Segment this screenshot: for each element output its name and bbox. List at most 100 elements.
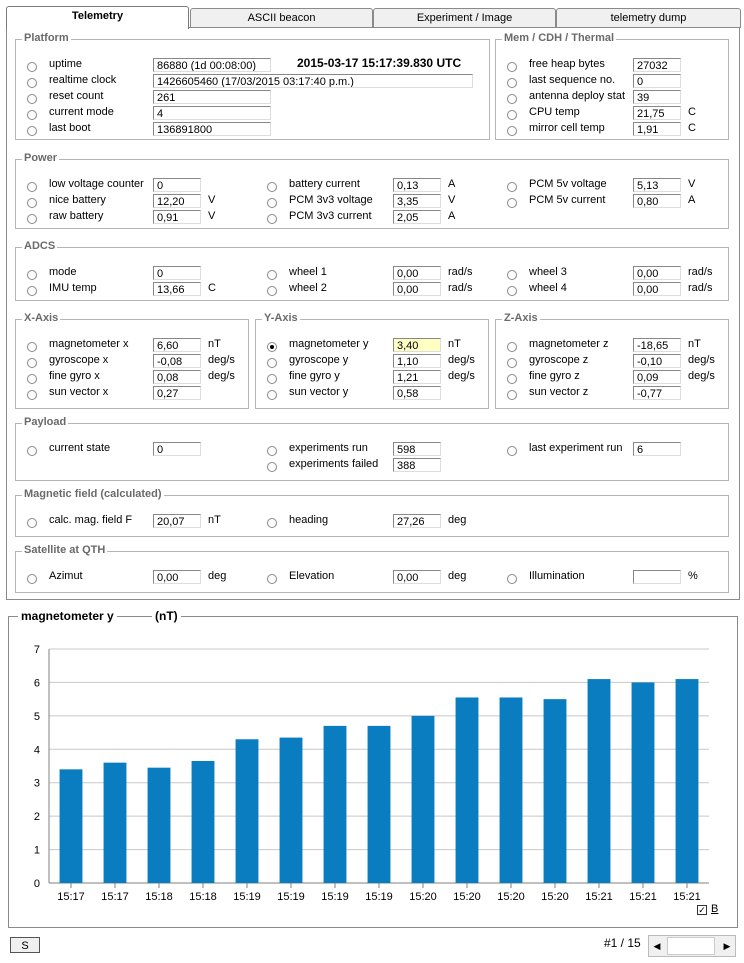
- value-wheel-4: 0,00: [633, 282, 681, 296]
- label-adcs-mode: mode: [49, 266, 77, 278]
- adcs-group: ADCS mode 0 IMU temp 13,66 C wheel 1 0,0…: [15, 240, 729, 301]
- radio-pcm-3v3-voltage[interactable]: [267, 198, 277, 208]
- unit-wheel-1: rad/s: [448, 266, 473, 278]
- tab-telemetry-dump[interactable]: telemetry dump: [556, 8, 741, 28]
- y-tick-label: 7: [34, 644, 40, 656]
- radio-azimut[interactable]: [27, 574, 37, 584]
- radio-sun-vector-x[interactable]: [27, 390, 37, 400]
- value-gyroscope-x: -0,08: [153, 354, 201, 368]
- value-sun-vector-x: 0,27: [153, 386, 201, 400]
- value-raw-battery: 0,91: [153, 210, 201, 224]
- radio-wheel-4[interactable]: [507, 286, 517, 296]
- radio-nice-battery[interactable]: [27, 198, 37, 208]
- unit-mirror-cell-temp: C: [688, 122, 696, 134]
- value-experiments-failed: 388: [393, 458, 441, 472]
- label-current-mode: current mode: [49, 106, 114, 118]
- radio-magnetometer-x[interactable]: [27, 342, 37, 352]
- group-title: X-Axis: [22, 312, 61, 324]
- show-bars-checkbox[interactable]: ✓: [697, 905, 707, 915]
- chart-unit: (nT): [152, 609, 181, 623]
- radio-current-mode[interactable]: [27, 110, 37, 120]
- radio-adcs-mode[interactable]: [27, 270, 37, 280]
- value-uptime: 86880 (1d 00:08:00): [153, 58, 271, 72]
- bar: [279, 737, 303, 883]
- page-scrollbar[interactable]: ◀ ▶: [648, 935, 736, 957]
- radio-gyroscope-y[interactable]: [267, 358, 277, 368]
- unit-wheel-4: rad/s: [688, 282, 713, 294]
- radio-current-state[interactable]: [27, 446, 37, 456]
- unit-gyroscope-z: deg/s: [688, 354, 715, 366]
- label-wheel-3: wheel 3: [529, 266, 567, 278]
- radio-experiments-run[interactable]: [267, 446, 277, 456]
- platform-group: Platform 2015-03-17 15:17:39.830 UTC upt…: [15, 32, 490, 140]
- radio-reset-count[interactable]: [27, 94, 37, 104]
- radio-mirror-cell-temp[interactable]: [507, 126, 517, 136]
- bar: [411, 715, 435, 883]
- qth-group: Satellite at QTH Azimut 0,00 deg Elevati…: [15, 544, 729, 593]
- radio-magnetometer-z[interactable]: [507, 342, 517, 352]
- radio-magnetometer-y[interactable]: [267, 342, 277, 352]
- label-calc-mag-field: calc. mag. field F: [49, 514, 133, 526]
- value-wheel-3: 0,00: [633, 266, 681, 280]
- radio-fine-gyro-x[interactable]: [27, 374, 37, 384]
- radio-raw-battery[interactable]: [27, 214, 37, 224]
- radio-fine-gyro-y[interactable]: [267, 374, 277, 384]
- label-reset-count: reset count: [49, 90, 104, 102]
- radio-gyroscope-z[interactable]: [507, 358, 517, 368]
- value-gyroscope-z: -0,10: [633, 354, 681, 368]
- radio-elevation[interactable]: [267, 574, 277, 584]
- y-tick-label: 4: [34, 744, 40, 756]
- x-tick-label: 15:21: [629, 891, 657, 903]
- s-button[interactable]: S: [10, 937, 40, 953]
- radio-sun-vector-y[interactable]: [267, 390, 277, 400]
- radio-imu-temp[interactable]: [27, 286, 37, 296]
- radio-realtime-clock[interactable]: [27, 78, 37, 88]
- tab-telemetry[interactable]: Telemetry: [6, 6, 189, 29]
- radio-illumination[interactable]: [507, 574, 517, 584]
- radio-sun-vector-z[interactable]: [507, 390, 517, 400]
- radio-heading[interactable]: [267, 518, 277, 528]
- bar: [499, 697, 523, 883]
- tab-experiment-image[interactable]: Experiment / Image: [373, 8, 556, 28]
- scroll-right-icon[interactable]: ▶: [723, 941, 731, 951]
- scroll-left-icon[interactable]: ◀: [653, 941, 661, 951]
- value-magnetometer-x: 6,60: [153, 338, 201, 352]
- radio-last-sequence[interactable]: [507, 78, 517, 88]
- label-last-sequence: last sequence no.: [529, 74, 616, 86]
- radio-wheel-3[interactable]: [507, 270, 517, 280]
- radio-cpu-temp[interactable]: [507, 110, 517, 120]
- tab-ascii-beacon[interactable]: ASCII beacon: [190, 8, 373, 28]
- radio-battery-current[interactable]: [267, 182, 277, 192]
- radio-antenna-deploy[interactable]: [507, 94, 517, 104]
- x-tick-label: 15:20: [541, 891, 569, 903]
- radio-uptime[interactable]: [27, 62, 37, 72]
- radio-gyroscope-x[interactable]: [27, 358, 37, 368]
- radio-fine-gyro-z[interactable]: [507, 374, 517, 384]
- radio-wheel-1[interactable]: [267, 270, 277, 280]
- radio-pcm-3v3-current[interactable]: [267, 214, 277, 224]
- group-title: ADCS: [22, 240, 58, 252]
- scroll-thumb[interactable]: [667, 937, 715, 955]
- radio-low-voltage-counter[interactable]: [27, 182, 37, 192]
- unit-magnetometer-z: nT: [688, 338, 701, 350]
- radio-last-experiment-run[interactable]: [507, 446, 517, 456]
- label-pcm-5v-current: PCM 5v current: [529, 194, 606, 206]
- radio-free-heap[interactable]: [507, 62, 517, 72]
- radio-calc-mag-field[interactable]: [27, 518, 37, 528]
- radio-pcm-5v-current[interactable]: [507, 198, 517, 208]
- radio-wheel-2[interactable]: [267, 286, 277, 296]
- label-last-experiment-run: last experiment run: [529, 442, 623, 454]
- x-tick-label: 15:19: [233, 891, 261, 903]
- unit-illumination: %: [688, 570, 698, 582]
- radio-experiments-failed[interactable]: [267, 462, 277, 472]
- x-tick-label: 15:21: [673, 891, 701, 903]
- unit-fine-gyro-x: deg/s: [208, 370, 235, 382]
- unit-magnetometer-y: nT: [448, 338, 461, 350]
- checkbox-label: B: [711, 903, 719, 915]
- group-title: Z-Axis: [502, 312, 540, 324]
- label-wheel-4: wheel 4: [529, 282, 567, 294]
- x-axis-group: X-Axis magnetometer x 6,60 nT gyroscope …: [15, 312, 249, 409]
- label-nice-battery: nice battery: [49, 194, 106, 206]
- radio-pcm-5v-voltage[interactable]: [507, 182, 517, 192]
- radio-last-boot[interactable]: [27, 126, 37, 136]
